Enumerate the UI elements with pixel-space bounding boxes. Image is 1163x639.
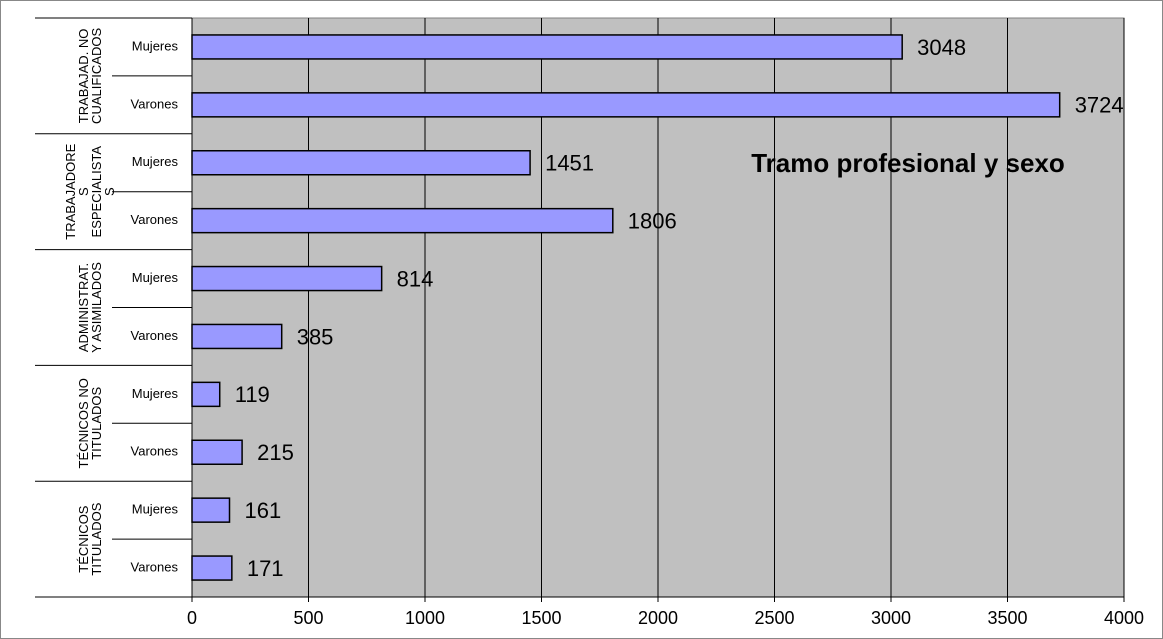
y-tick-label: Varones [131, 96, 179, 111]
data-label: 119 [235, 382, 270, 407]
data-label: 385 [297, 324, 334, 349]
y-tick-label: Varones [131, 444, 179, 459]
group-label: ESPECIALISTA [89, 146, 104, 238]
group-label: TITULADOS [89, 387, 104, 460]
y-tick-label: Varones [131, 559, 179, 574]
x-tick-label: 2000 [638, 608, 678, 628]
data-label: 814 [397, 266, 434, 291]
group-label: TITULADOS [89, 502, 104, 575]
data-label: 1806 [628, 208, 677, 233]
bar [191, 439, 243, 465]
x-tick-label: 1000 [405, 608, 445, 628]
bar [191, 555, 233, 581]
data-label: 3724 [1075, 93, 1124, 118]
group-label: TRABAJADORE [63, 143, 78, 239]
group-label: TÉCNICOS NO [76, 378, 91, 468]
x-tick-label: 3000 [871, 608, 911, 628]
y-tick-label: Mujeres [132, 38, 179, 53]
group-label: TÉCNICOS [76, 505, 91, 573]
y-tick-label: Mujeres [132, 502, 179, 517]
group-label: Y ASIMILADOS [89, 262, 104, 353]
y-tick-label: Mujeres [132, 386, 179, 401]
x-tick-label: 4000 [1104, 608, 1144, 628]
group-label: ADMINISTRAT. [76, 263, 91, 352]
x-tick-label: 500 [293, 608, 323, 628]
plot-layer: 0 500 1000 1500 2000 2500 3000 3500 4000 TRABAJAD… [35, 17, 1144, 628]
group-label: CUALIFICADOS [89, 28, 104, 124]
data-label: 215 [257, 440, 294, 465]
y-tick-label: Mujeres [132, 154, 179, 169]
bar [191, 150, 531, 176]
group-label: TRABAJAD. NO [76, 29, 91, 124]
y-tick-label: Varones [131, 212, 179, 227]
group-label: S [102, 187, 117, 196]
y-tick-label: Varones [131, 328, 179, 343]
chart-title: Tramo profesional y sexo [751, 148, 1065, 178]
x-tick-label: 1500 [521, 608, 561, 628]
bar [191, 207, 614, 234]
bar [191, 34, 903, 60]
bar [191, 323, 283, 350]
group-label: S [76, 187, 91, 196]
x-tick-label: 2500 [754, 608, 794, 628]
bar [191, 381, 221, 408]
bar [191, 497, 231, 523]
data-label: 3048 [917, 35, 966, 60]
data-label: 171 [247, 556, 284, 581]
bar [191, 265, 383, 292]
x-tick-label: 0 [187, 608, 197, 628]
bar [191, 92, 1061, 118]
data-label: 161 [245, 498, 282, 523]
data-label: 1451 [545, 151, 594, 176]
x-tick-label: 3500 [987, 608, 1027, 628]
y-tick-label: Mujeres [132, 270, 179, 285]
